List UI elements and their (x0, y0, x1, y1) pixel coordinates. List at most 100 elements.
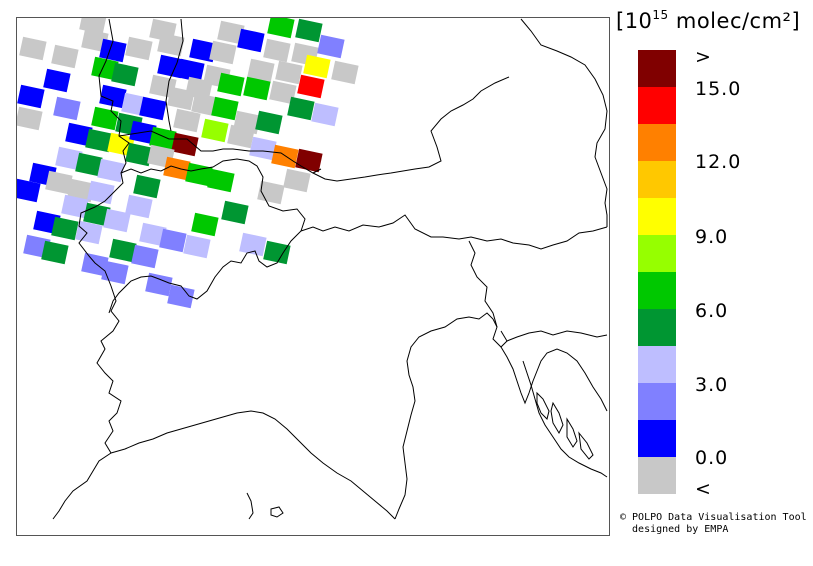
satellite-pixel (125, 142, 153, 167)
satellite-pixel (75, 152, 103, 177)
satellite-pixel (125, 194, 153, 219)
credit-line-1: © POLPO Data Visualisation Tool (620, 512, 807, 523)
satellite-pixel (109, 238, 137, 263)
legend-swatch (638, 124, 676, 161)
satellite-pixel (91, 106, 119, 131)
satellite-pixel (85, 128, 113, 153)
island-rab (566, 417, 578, 448)
satellite-pixel (217, 20, 245, 45)
satellite-pixel (149, 126, 177, 151)
island-pag (578, 431, 594, 460)
satellite-pixel (267, 18, 295, 39)
satellite-pixel (163, 156, 191, 181)
satellite-pixel (183, 234, 211, 259)
satellite-pixel (145, 272, 173, 297)
satellite-pixel (271, 144, 299, 169)
satellite-pixel (79, 18, 107, 35)
map-canvas (17, 18, 608, 520)
legend-tick-6: 6.0 (695, 300, 729, 322)
satellite-pixel (295, 18, 323, 43)
satellite-pixel (191, 212, 219, 237)
legend-swatch (638, 272, 676, 309)
satellite-pixel (303, 54, 331, 79)
satellite-pixel (209, 40, 237, 65)
border-germany-switzerland (118, 130, 322, 174)
satellite-pixel (191, 92, 219, 117)
satellite-pixel (237, 28, 265, 53)
satellite-pixel (99, 38, 127, 63)
border-austria-east (520, 18, 608, 227)
border-austria-italy (300, 214, 608, 250)
satellite-pixel (17, 84, 45, 109)
island-krk (536, 391, 550, 420)
satellite-pixel (255, 110, 283, 135)
satellite-pixel (263, 38, 291, 63)
satellite-pixel (217, 72, 245, 97)
satellite-pixel (249, 136, 277, 161)
satellite-pixel (157, 32, 185, 57)
border-slovenia-croatia (506, 330, 608, 342)
border-germany-austria (312, 76, 510, 182)
unit-label: [1015 molec/cm²] (616, 8, 800, 33)
satellite-pixel (247, 58, 275, 83)
satellite-pixel (55, 146, 83, 171)
legend-swatch (638, 457, 676, 494)
legend-swatch (638, 420, 676, 457)
color-legend (638, 50, 676, 494)
legend-swatch (638, 346, 676, 383)
satellite-pixel (139, 96, 167, 121)
satellite-pixel (99, 84, 127, 109)
satellite-pixel (189, 38, 217, 63)
satellite-pixel (111, 62, 139, 87)
legend-swatch (638, 161, 676, 198)
satellite-pixel (243, 76, 271, 101)
satellite-pixel (317, 34, 345, 59)
satellite-pixel (19, 36, 47, 61)
satellite-pixel (87, 180, 115, 205)
legend-tick-3: 3.0 (695, 374, 729, 396)
country-borders (52, 18, 608, 520)
legend-swatch (638, 235, 676, 272)
satellite-pixel (51, 44, 79, 69)
coast-adriatic (394, 312, 498, 520)
satellite-pixels (17, 18, 359, 309)
border-france-switzerland (52, 18, 130, 520)
satellite-pixel (149, 74, 177, 99)
satellite-pixel (201, 118, 229, 143)
satellite-pixel (269, 80, 297, 105)
border-italy-slovenia (468, 240, 508, 348)
satellite-pixel (139, 222, 167, 247)
island-cres (550, 401, 564, 435)
legend-tick-below: < (695, 478, 712, 500)
satellite-pixel (297, 74, 325, 99)
legend-swatch (638, 198, 676, 235)
satellite-pixel (53, 96, 81, 121)
satellite-pixel (167, 284, 195, 309)
credit-line-2: designed by EMPA (620, 524, 729, 535)
island-elba (270, 506, 284, 518)
satellite-pixel (159, 228, 187, 253)
satellite-pixel (43, 68, 71, 93)
satellite-pixel (211, 96, 239, 121)
satellite-pixel (275, 60, 303, 85)
satellite-pixel (131, 244, 159, 269)
island-corsica-tip (246, 492, 254, 520)
satellite-pixel (103, 208, 131, 233)
satellite-pixel (81, 252, 109, 277)
satellite-pixel (221, 200, 249, 225)
legend-tick-0: 0.0 (695, 447, 729, 469)
satellite-pixel (167, 86, 195, 111)
unit-suffix: molec/cm²] (668, 9, 801, 33)
legend-tick-9: 9.0 (695, 226, 729, 248)
satellite-pixel (17, 178, 41, 203)
satellite-pixel (239, 232, 267, 257)
legend-swatch (638, 383, 676, 420)
legend-swatch (638, 87, 676, 124)
satellite-pixel (17, 106, 43, 131)
satellite-pixel (173, 108, 201, 133)
credit-text: © POLPO Data Visualisation Tool designed… (620, 512, 807, 536)
legend-tick-above: > (695, 46, 712, 68)
coast-liguria (110, 410, 396, 520)
satellite-pixel (75, 220, 103, 245)
satellite-pixel (97, 158, 125, 183)
